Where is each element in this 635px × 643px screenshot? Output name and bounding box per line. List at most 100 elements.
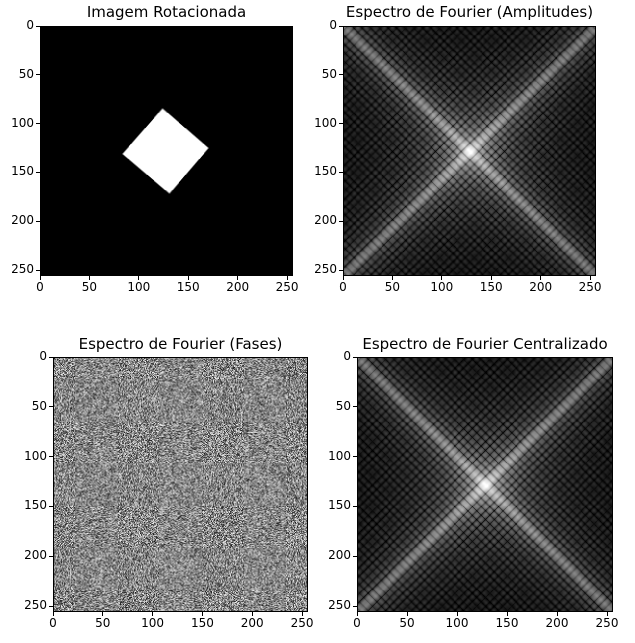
y-tick-mark — [353, 505, 357, 507]
y-tick-label: 0 — [329, 18, 337, 32]
x-tick-label: 200 — [529, 280, 553, 294]
y-tick-label: 50 — [31, 398, 47, 413]
x-tick-mark — [286, 276, 288, 280]
x-tick-mark — [441, 276, 443, 280]
plot-area — [40, 26, 293, 276]
y-tick-mark — [49, 456, 53, 458]
chart-title: Imagem Rotacionada — [86, 3, 247, 21]
y-tick-label: 100 — [314, 115, 337, 130]
x-tick-label: 150 — [495, 616, 519, 630]
y-tick-mark — [49, 605, 53, 607]
y-tick-label: 50 — [321, 66, 337, 81]
y-tick-label: 0 — [39, 349, 47, 363]
x-tick-label: 200 — [240, 616, 264, 630]
y-tick-label: 0 — [343, 349, 351, 363]
x-tick-label: 150 — [176, 280, 200, 294]
y-tick-label: 50 — [335, 398, 351, 413]
x-tick-mark — [540, 276, 542, 280]
image-fourier-phase — [54, 358, 307, 611]
y-tick-mark — [339, 25, 343, 27]
x-tick-label: 50 — [95, 616, 111, 630]
y-tick-label: 0 — [26, 18, 34, 32]
y-tick-mark — [49, 356, 53, 358]
y-tick-label: 200 — [314, 213, 337, 228]
y-tick-label: 150 — [328, 498, 351, 513]
x-tick-mark — [301, 612, 303, 616]
image-fourier-amplitude — [344, 27, 595, 275]
x-tick-mark — [356, 612, 358, 616]
x-tick-mark — [342, 276, 344, 280]
x-tick-mark — [506, 612, 508, 616]
x-tick-label: 0 — [36, 280, 44, 294]
x-tick-label: 250 — [578, 280, 602, 294]
y-tick-mark — [353, 356, 357, 358]
y-tick-label: 200 — [11, 213, 34, 228]
plot-area — [343, 26, 596, 276]
y-tick-label: 100 — [11, 115, 34, 130]
y-tick-mark — [339, 220, 343, 222]
x-tick-mark — [251, 612, 253, 616]
y-tick-label: 100 — [24, 448, 47, 463]
x-tick-mark — [88, 276, 90, 280]
x-tick-label: 250 — [275, 280, 299, 294]
image-rotated-square — [41, 27, 292, 275]
y-tick-mark — [49, 555, 53, 557]
x-tick-label: 50 — [399, 616, 415, 630]
y-tick-label: 200 — [328, 548, 351, 563]
x-tick-mark — [556, 612, 558, 616]
y-tick-label: 150 — [314, 164, 337, 179]
x-tick-mark — [152, 612, 154, 616]
plot-area — [357, 357, 613, 612]
x-tick-mark — [52, 612, 54, 616]
x-tick-label: 50 — [384, 280, 401, 294]
x-tick-label: 0 — [49, 616, 57, 630]
y-tick-label: 150 — [24, 498, 47, 513]
x-tick-label: 250 — [290, 616, 314, 630]
y-tick-mark — [49, 406, 53, 408]
y-tick-mark — [353, 555, 357, 557]
plot-area — [53, 357, 308, 612]
x-tick-label: 0 — [339, 280, 347, 294]
y-tick-mark — [353, 605, 357, 607]
chart-title: Espectro de Fourier (Fases) — [78, 335, 283, 353]
x-tick-mark — [187, 276, 189, 280]
chart-title: Espectro de Fourier (Amplitudes) — [345, 3, 594, 21]
x-tick-mark — [201, 612, 203, 616]
x-tick-label: 50 — [81, 280, 98, 294]
y-tick-mark — [36, 123, 40, 125]
x-tick-mark — [490, 276, 492, 280]
x-tick-mark — [456, 612, 458, 616]
y-tick-mark — [353, 406, 357, 408]
x-tick-label: 200 — [226, 280, 250, 294]
x-tick-label: 100 — [127, 280, 151, 294]
x-tick-mark — [102, 612, 104, 616]
y-tick-mark — [36, 269, 40, 271]
y-tick-mark — [49, 505, 53, 507]
y-tick-label: 250 — [314, 262, 337, 277]
y-tick-label: 250 — [24, 598, 47, 613]
x-tick-label: 250 — [595, 616, 619, 630]
x-tick-mark — [589, 276, 591, 280]
y-tick-label: 200 — [24, 548, 47, 563]
y-tick-label: 250 — [328, 598, 351, 613]
y-tick-label: 150 — [11, 164, 34, 179]
x-tick-label: 150 — [479, 280, 503, 294]
y-tick-mark — [339, 171, 343, 173]
x-tick-mark — [237, 276, 239, 280]
x-tick-mark — [39, 276, 41, 280]
x-tick-label: 100 — [430, 280, 454, 294]
chart-title: Espectro de Fourier Centralizado — [362, 335, 608, 353]
y-tick-label: 100 — [328, 448, 351, 463]
x-tick-label: 200 — [545, 616, 569, 630]
x-tick-label: 0 — [353, 616, 361, 630]
x-tick-mark — [138, 276, 140, 280]
x-tick-mark — [391, 276, 393, 280]
y-tick-mark — [353, 456, 357, 458]
y-tick-mark — [36, 220, 40, 222]
image-fourier-centered — [358, 358, 612, 611]
x-tick-label: 150 — [190, 616, 214, 630]
x-tick-mark — [606, 612, 608, 616]
y-tick-label: 250 — [11, 262, 34, 277]
y-tick-mark — [36, 25, 40, 27]
y-tick-label: 50 — [18, 66, 34, 81]
